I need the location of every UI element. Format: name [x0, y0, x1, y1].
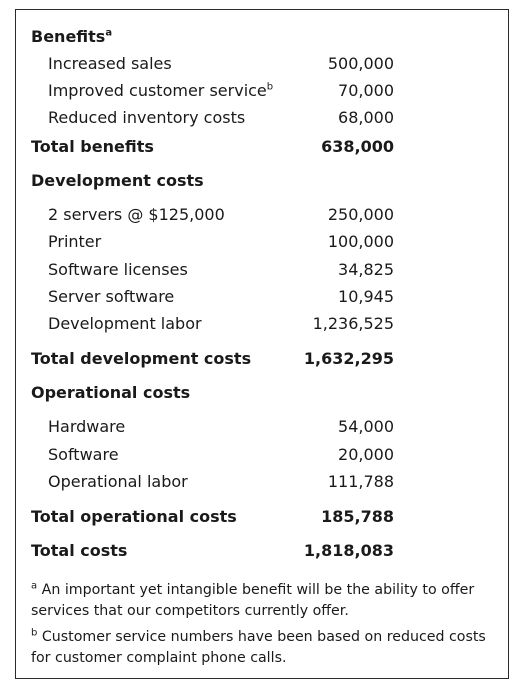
development-heading-row: Development costs	[16, 169, 508, 193]
row-label: Increased sales	[48, 54, 172, 73]
table-row: Printer 100,000	[16, 230, 508, 254]
total-costs-value: 1,818,083	[303, 541, 394, 560]
row-label: 2 servers @ $125,000	[48, 205, 225, 224]
row-value: 54,000	[338, 417, 394, 436]
total-benefits-value: 638,000	[321, 137, 394, 156]
total-development-row: Total development costs 1,632,295	[16, 347, 508, 371]
table-row: Hardware 54,000	[16, 415, 508, 439]
table-row: 2 servers @ $125,000 250,000	[16, 203, 508, 227]
row-label: Server software	[48, 287, 175, 306]
row-label: Software licenses	[48, 260, 188, 279]
total-operational-row: Total operational costs 185,788	[16, 505, 508, 529]
table-row: Improved customer serviceb 70,000	[16, 79, 508, 103]
footnote-text: Customer service numbers have been based…	[31, 629, 486, 666]
total-operational-value: 185,788	[321, 507, 394, 526]
table-row: Operational labor 111,788	[16, 470, 508, 494]
row-label: Operational labor	[48, 472, 188, 491]
row-value: 1,236,525	[312, 314, 394, 333]
table-row: Server software 10,945	[16, 285, 508, 309]
row-value: 68,000	[338, 108, 394, 127]
footnote-marker-b: b	[266, 81, 274, 93]
row-value: 10,945	[338, 287, 394, 306]
row-value: 100,000	[327, 232, 394, 251]
footnote-marker: a	[31, 580, 38, 592]
row-value: 34,825	[338, 260, 394, 279]
row-value: 111,788	[327, 472, 394, 491]
total-development-label: Total development costs	[31, 349, 252, 368]
operational-costs-heading: Operational costs	[31, 383, 191, 402]
total-development-value: 1,632,295	[303, 349, 394, 368]
footnote-b: b Customer service numbers have been bas…	[31, 627, 501, 669]
total-costs-label: Total costs	[31, 541, 128, 560]
benefits-heading: Benefitsa	[31, 27, 113, 46]
footnote-text: An important yet intangible benefit will…	[31, 582, 475, 619]
total-benefits-row: Total benefits 638,000	[16, 135, 508, 159]
footnote-marker: b	[31, 627, 38, 639]
cost-benefit-table: Benefitsa Increased sales 500,000 Improv…	[15, 9, 509, 679]
table-row: Reduced inventory costs 68,000	[16, 106, 508, 130]
table-row: Development labor 1,236,525	[16, 312, 508, 336]
total-costs-row: Total costs 1,818,083	[16, 539, 508, 563]
row-value: 250,000	[327, 205, 394, 224]
row-label: Reduced inventory costs	[48, 108, 246, 127]
row-label: Hardware	[48, 417, 126, 436]
row-label: Improved customer serviceb	[48, 81, 274, 100]
development-costs-heading: Development costs	[31, 171, 204, 190]
benefits-heading-row: Benefitsa	[16, 25, 508, 49]
row-label: Development labor	[48, 314, 202, 333]
row-value: 500,000	[327, 54, 394, 73]
total-benefits-label: Total benefits	[31, 137, 154, 156]
footnote-a: a An important yet intangible benefit wi…	[31, 580, 501, 622]
table-row: Software 20,000	[16, 443, 508, 467]
row-value: 20,000	[338, 445, 394, 464]
table-row: Increased sales 500,000	[16, 52, 508, 76]
table-row: Software licenses 34,825	[16, 258, 508, 282]
operational-heading-row: Operational costs	[16, 381, 508, 405]
row-label: Software	[48, 445, 119, 464]
footnote-marker-a: a	[105, 27, 113, 39]
total-operational-label: Total operational costs	[31, 507, 237, 526]
row-label: Printer	[48, 232, 102, 251]
row-value: 70,000	[338, 81, 394, 100]
